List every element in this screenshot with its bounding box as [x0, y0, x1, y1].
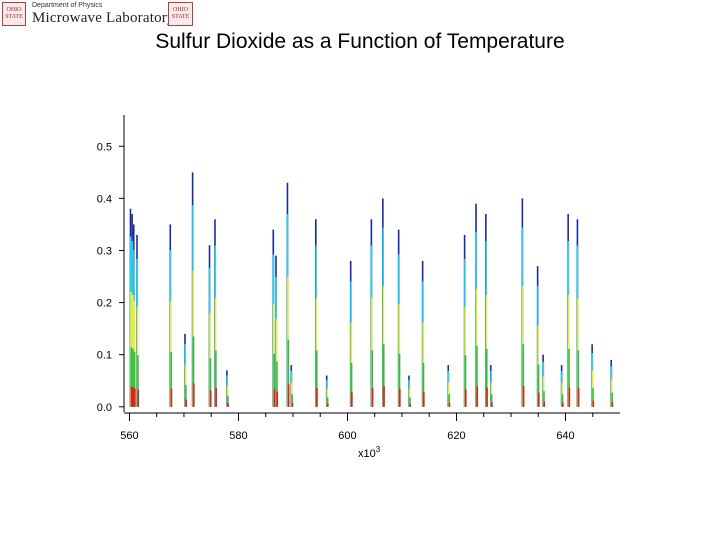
seal-left-text: OHIO STATE — [5, 7, 23, 20]
y-tick-label: 0.2 — [97, 298, 112, 310]
plot-area — [129, 172, 614, 407]
chart-axes: 0.0 0.1 0.2 0.3 0.4 0.5 560 580 600 620 640 x103 — [97, 115, 620, 460]
series-4 — [130, 383, 614, 407]
department-label: Department of Physics — [32, 2, 103, 9]
seal-right-text: OHIO STATE — [171, 7, 190, 20]
lab-name: Microwave Laboratory — [32, 10, 175, 26]
y-tick-label: 0.1 — [97, 350, 112, 362]
chart-title: Sulfur Dioxide as a Function of Temperat… — [155, 30, 565, 53]
y-tick-label: 0.5 — [97, 141, 112, 153]
x-tick-label: 620 — [447, 430, 465, 442]
lab-header: OHIO STATE Department of Physics Microwa… — [2, 2, 198, 30]
university-seal-right: OHIO STATE — [168, 2, 193, 26]
x-tick-label: 600 — [338, 430, 356, 442]
university-seal-left: OHIO STATE — [2, 2, 26, 26]
y-tick-label: 0.4 — [97, 193, 112, 205]
x-tick-label: 580 — [229, 430, 247, 442]
y-tick-label: 0.0 — [97, 402, 112, 414]
x-axis-label: x103 — [358, 445, 381, 460]
x-axis-label-exponent: 3 — [376, 445, 381, 454]
y-tick-label: 0.3 — [97, 245, 112, 257]
x-tick-label: 640 — [556, 430, 574, 442]
x-tick-label: 560 — [120, 430, 138, 442]
